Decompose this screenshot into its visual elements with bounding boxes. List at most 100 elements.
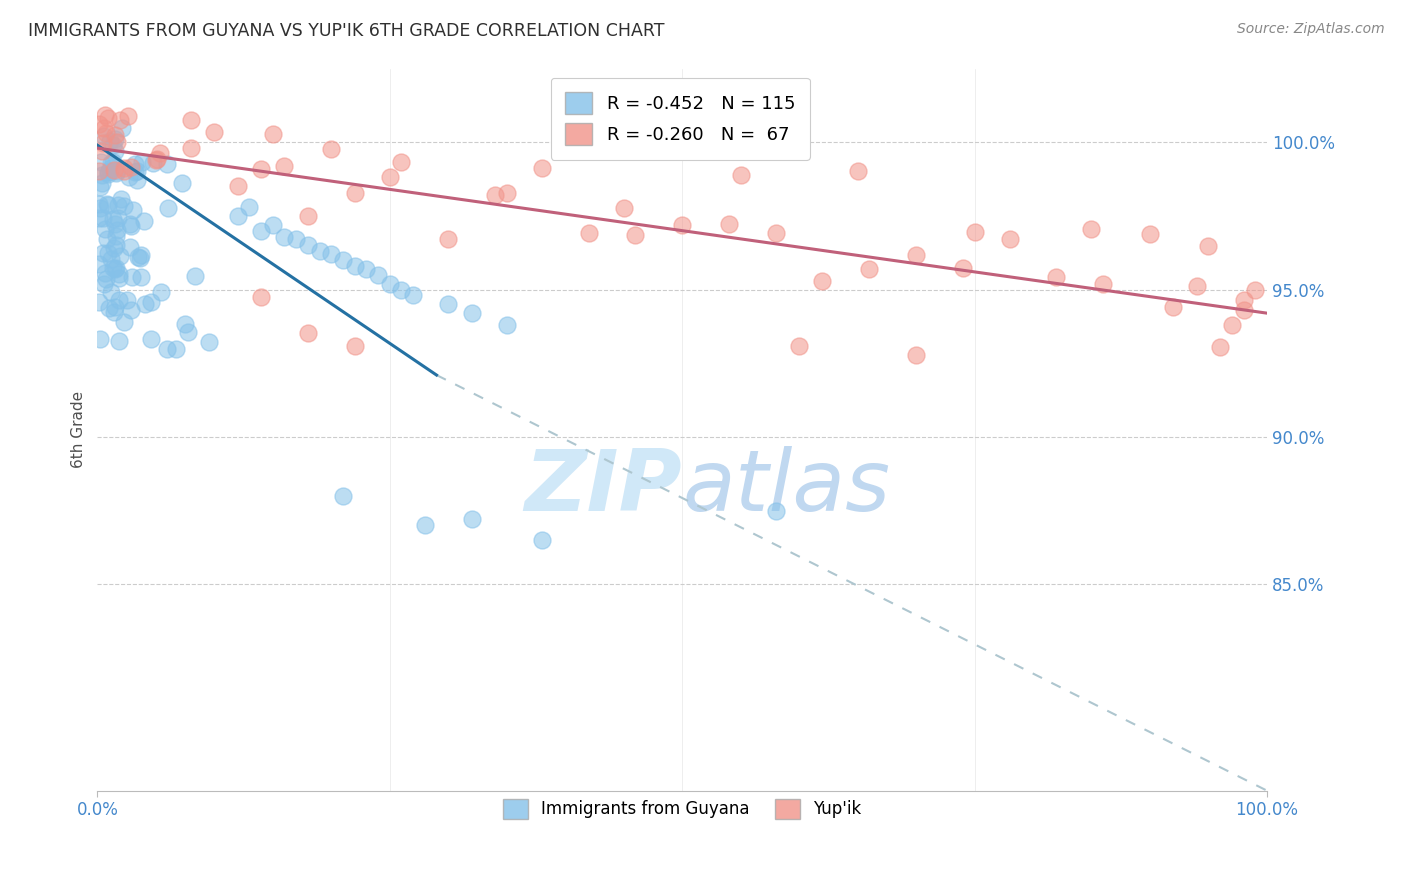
Point <box>90 176 112 190</box>
Point <box>787 339 810 353</box>
Point <box>97 197 120 211</box>
Legend: Immigrants from Guyana, Yup'ik: Immigrants from Guyana, Yup'ik <box>496 792 868 826</box>
Point <box>1185 278 1208 293</box>
Point <box>103 305 125 319</box>
Point <box>437 297 460 311</box>
Point <box>89 180 111 194</box>
Point <box>321 247 343 261</box>
Point <box>391 155 413 169</box>
Point <box>1232 293 1254 307</box>
Point <box>141 156 163 170</box>
Point <box>108 249 131 263</box>
Point <box>180 141 202 155</box>
Point <box>1197 238 1219 252</box>
Point <box>87 295 110 310</box>
Point <box>332 489 354 503</box>
Point <box>97 165 120 179</box>
Point <box>97 167 120 181</box>
Point <box>100 156 122 170</box>
Point <box>156 157 179 171</box>
Point <box>103 211 125 226</box>
Point <box>1209 340 1232 354</box>
Point <box>120 219 142 234</box>
Point <box>134 297 156 311</box>
Point <box>93 120 115 135</box>
Point <box>108 293 131 307</box>
Point <box>226 209 249 223</box>
Point <box>141 332 163 346</box>
Point <box>97 245 120 260</box>
Text: atlas: atlas <box>682 446 890 529</box>
Point <box>117 109 139 123</box>
Point <box>87 164 110 178</box>
Point <box>165 342 187 356</box>
Point <box>308 244 330 259</box>
Point <box>184 269 207 284</box>
Point <box>717 218 740 232</box>
Point <box>124 165 146 179</box>
Point <box>202 124 225 138</box>
Point <box>108 334 131 348</box>
Point <box>96 232 118 246</box>
Point <box>97 111 120 125</box>
Point <box>765 226 787 240</box>
Point <box>952 260 974 275</box>
Point <box>97 301 120 316</box>
Point <box>578 227 600 241</box>
Point <box>91 211 114 226</box>
Point <box>121 160 143 174</box>
Point <box>120 303 142 318</box>
Point <box>104 132 127 146</box>
Point <box>332 253 354 268</box>
Point <box>91 144 114 158</box>
Point <box>118 170 141 185</box>
Point <box>139 294 162 309</box>
Point <box>1220 318 1243 332</box>
Point <box>104 261 127 276</box>
Point <box>105 223 128 237</box>
Point <box>343 259 366 273</box>
Point <box>273 159 295 173</box>
Point <box>105 165 128 179</box>
Point <box>112 161 135 175</box>
Point <box>129 251 152 265</box>
Point <box>180 113 202 128</box>
Point <box>107 198 129 212</box>
Point <box>460 306 482 320</box>
Point <box>530 161 553 176</box>
Point <box>150 285 173 300</box>
Point <box>145 152 167 166</box>
Point <box>104 144 127 158</box>
Point <box>105 164 128 178</box>
Point <box>87 117 110 131</box>
Point <box>1080 222 1102 236</box>
Point <box>89 332 111 346</box>
Point <box>103 162 125 177</box>
Point <box>905 348 928 362</box>
Point <box>1232 302 1254 317</box>
Point <box>91 136 114 151</box>
Point <box>125 173 148 187</box>
Point <box>100 285 122 299</box>
Point <box>321 142 343 156</box>
Point <box>437 232 460 246</box>
Point <box>250 224 273 238</box>
Point <box>89 257 111 271</box>
Point <box>250 162 273 177</box>
Point <box>104 300 127 314</box>
Point <box>963 225 986 239</box>
Point <box>285 232 308 246</box>
Point <box>100 252 122 266</box>
Point <box>94 108 117 122</box>
Point <box>104 262 127 277</box>
Point <box>127 250 149 264</box>
Point <box>413 518 436 533</box>
Point <box>110 192 132 206</box>
Point <box>765 503 787 517</box>
Point <box>125 164 148 178</box>
Point <box>87 197 110 211</box>
Point <box>94 222 117 236</box>
Point <box>108 271 131 285</box>
Point <box>730 168 752 182</box>
Point <box>131 247 153 261</box>
